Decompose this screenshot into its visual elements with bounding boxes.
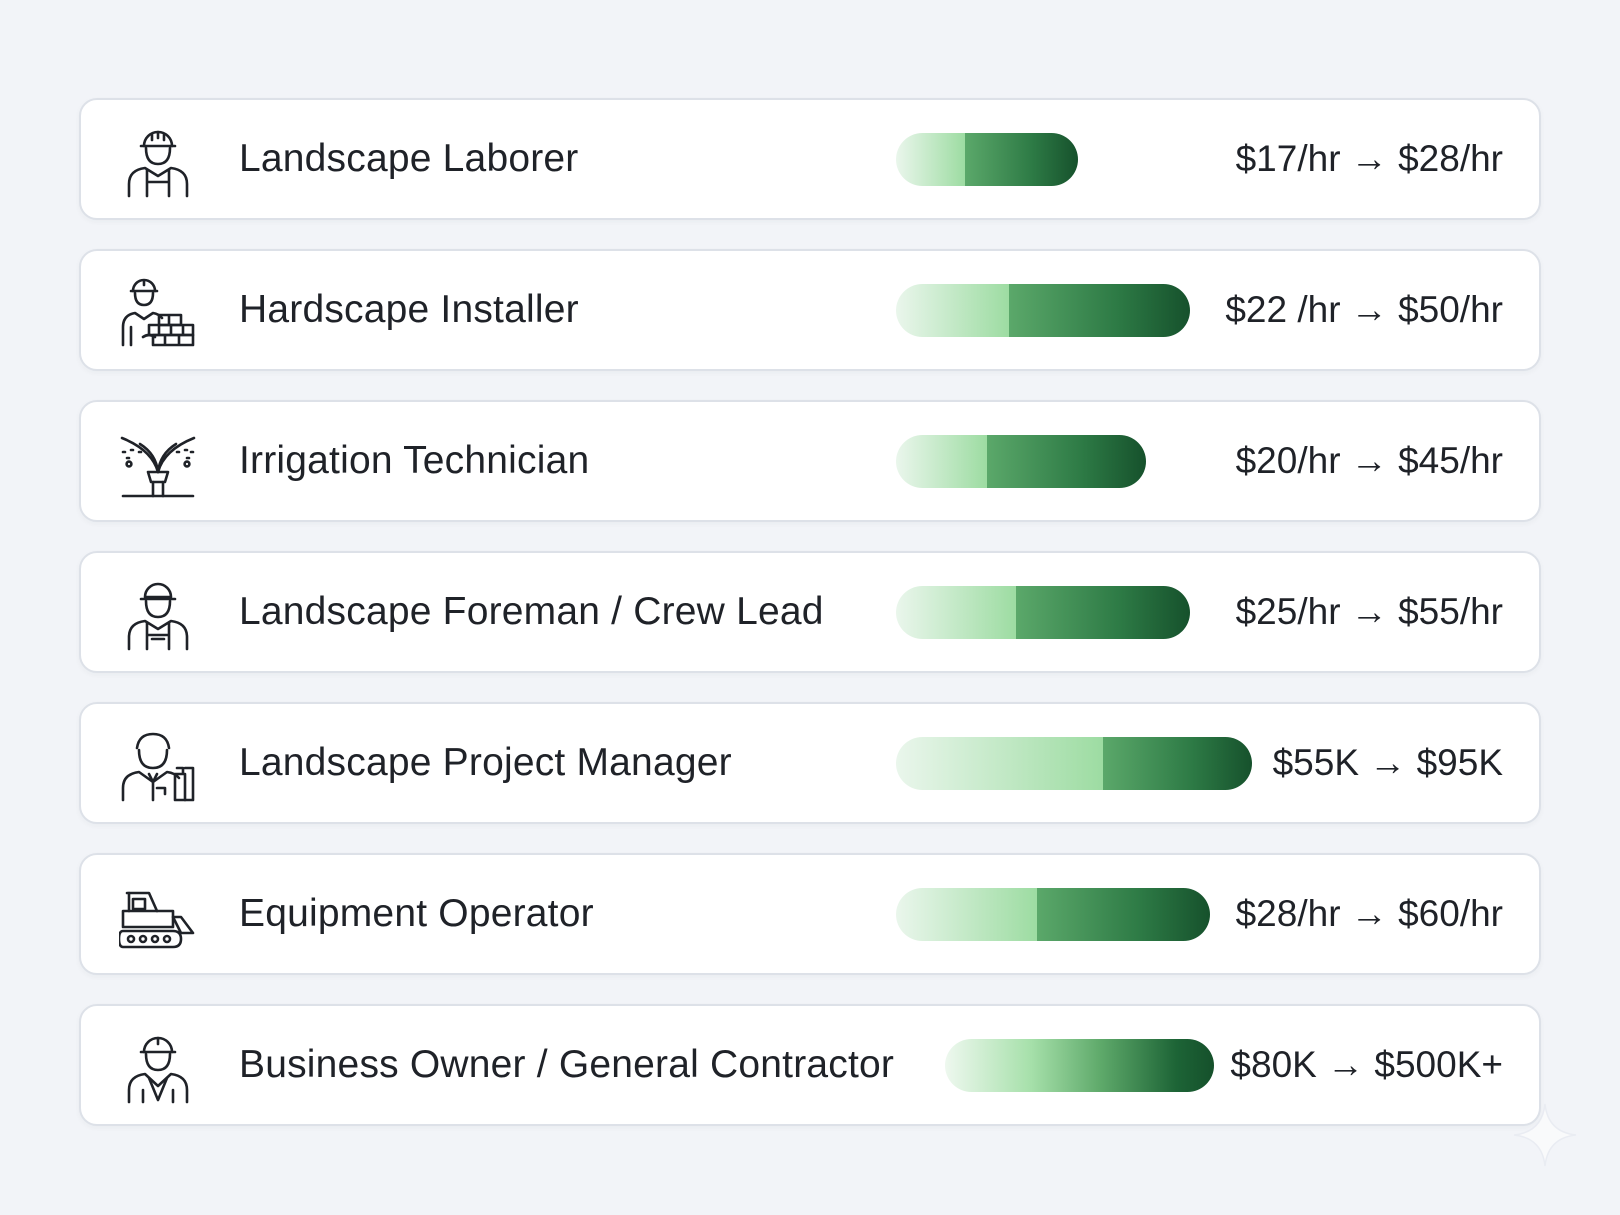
salary-bar-track [896,888,1296,941]
job-title: Irrigation Technician [239,439,590,482]
salary-bar-track [896,133,1296,186]
salary-range: $17/hr → $28/hr [1235,138,1503,179]
job-title: Hardscape Installer [239,288,579,331]
salary-range: $55K → $95K [1272,742,1503,783]
salary-bar [896,435,1146,488]
salary-bar [945,1039,1214,1092]
hardhat-worker-icon [119,124,197,198]
job-title: Business Owner / General Contractor [239,1043,895,1086]
bulldozer-icon [119,879,197,953]
salary-bar [896,284,1190,337]
career-row-landscape-project-manager: Landscape Project Manager $55K → $95K [79,702,1541,824]
sprinkler-icon [119,426,197,500]
job-title: Landscape Project Manager [239,741,732,784]
career-row-equipment-operator: Equipment Operator $28/hr → $60/hr [79,853,1541,975]
salary-bar [896,888,1210,941]
mason-bricks-icon [119,275,197,349]
contractor-suit-icon [119,1030,197,1104]
career-row-business-owner: Business Owner / General Contractor $80K… [79,1004,1541,1126]
career-row-hardscape-installer: Hardscape Installer $22 /hr → $50/hr [79,249,1541,371]
career-row-irrigation-technician: Irrigation Technician $20/hr → $45/hr [79,400,1541,522]
career-row-landscape-foreman: Landscape Foreman / Crew Lead $25/hr → $… [79,551,1541,673]
salary-bar-track [896,1039,1296,1092]
sparkle-icon [1513,1103,1577,1167]
salary-range: $28/hr → $60/hr [1235,893,1503,934]
salary-bar-track [896,586,1296,639]
salary-bar [896,586,1190,639]
salary-bar [896,737,1252,790]
salary-range: $25/hr → $55/hr [1235,591,1503,632]
salary-bar-track [896,737,1296,790]
job-title: Landscape Foreman / Crew Lead [239,590,824,633]
foreman-cap-icon [119,577,197,651]
job-title: Landscape Laborer [239,137,579,180]
manager-blueprints-icon [119,728,197,802]
salary-range: $20/hr → $45/hr [1235,440,1503,481]
job-title: Equipment Operator [239,892,594,935]
salary-range: $80K → $500K+ [1230,1044,1503,1085]
career-path-list: Landscape Laborer $17/hr → $28/hr Hardsc… [79,98,1541,1126]
salary-bar-track [896,284,1296,337]
career-row-landscape-laborer: Landscape Laborer $17/hr → $28/hr [79,98,1541,220]
salary-range: $22 /hr → $50/hr [1225,289,1503,330]
salary-bar [896,133,1078,186]
salary-bar-track [896,435,1296,488]
